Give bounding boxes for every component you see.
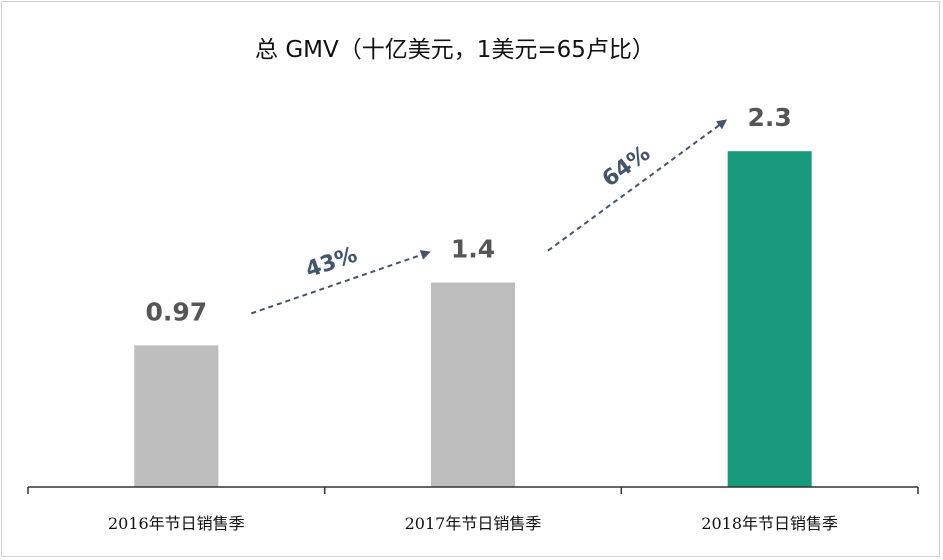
- value-label-1: 0.97: [145, 297, 207, 326]
- value-label-2: 1.4: [451, 235, 495, 264]
- x-tick-label-2: 2017年节日销售季: [405, 514, 542, 533]
- growth-label-1: 43%: [303, 242, 361, 283]
- x-tick-label-3: 2018年节日销售季: [701, 514, 838, 533]
- bars-group: 0.97 1.4 2.3: [134, 103, 812, 487]
- bar-2: [431, 282, 515, 487]
- chart-title: 总 GMV（十亿美元，1美元=65卢比）: [255, 37, 655, 63]
- bar-1: [134, 345, 219, 487]
- value-label-3: 2.3: [748, 103, 792, 132]
- growth-label-2: 64%: [598, 141, 655, 192]
- growth-arrow-2: [547, 119, 728, 252]
- bar-3: [727, 151, 812, 487]
- growth-arrow-1: [251, 250, 431, 315]
- x-tick-label-1: 2016年节日销售季: [108, 514, 245, 533]
- x-axis: 2016年节日销售季 2017年节日销售季 2018年节日销售季: [27, 486, 919, 533]
